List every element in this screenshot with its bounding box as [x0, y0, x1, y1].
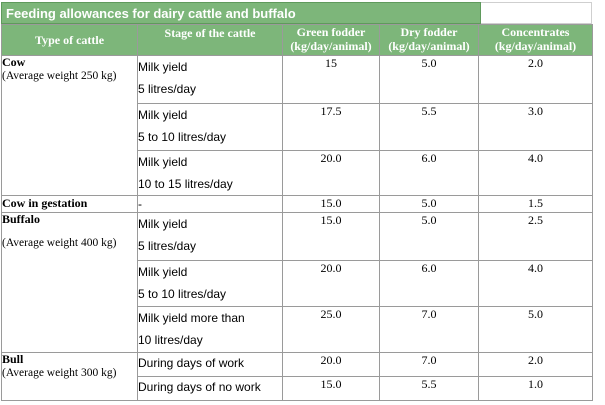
- green-fodder-cell: 15.0: [282, 195, 380, 213]
- concentrates-cell: 2.5: [478, 212, 593, 261]
- table-title: Feeding allowances for dairy cattle and …: [1, 2, 481, 24]
- table-row: Milk yield 10 to 15 litres/day 20.0 6.0 4…: [2, 150, 593, 196]
- stage-cell: Milk yield more than 10 litres/day: [137, 306, 283, 353]
- title-spacer-cell: [481, 2, 592, 24]
- green-fodder-cell: 20.0: [282, 150, 380, 196]
- dry-fodder-cell: 6.0: [379, 150, 479, 196]
- stage-cell: -: [137, 195, 283, 213]
- concentrates-cell: 2.0: [478, 55, 593, 104]
- type-cell-cow: Cow (Average weight 250 kg): [1, 55, 138, 196]
- table-row: During days of no work 15.0 5.5 1.0: [2, 376, 593, 401]
- green-fodder-cell: 20.0: [282, 260, 380, 307]
- concentrates-cell: 1.0: [478, 376, 593, 401]
- group-name-buffalo: Buffalo: [2, 212, 41, 226]
- dry-fodder-cell: 5.0: [379, 195, 479, 213]
- table-row: Milk yield 5 to 10 litres/day 20.0 6.0 4.…: [2, 260, 593, 307]
- table-row: Cow (Average weight 250 kg) Milk yield 5 …: [1, 55, 593, 196]
- table-row: Cow in gestation - 15.0 5.0 1.5: [1, 195, 593, 213]
- dry-fodder-cell: 7.0: [379, 306, 479, 353]
- group-weight-buffalo: (Average weight 400 kg): [2, 237, 117, 249]
- header-green-fodder: Green fodder (kg/day/animal): [282, 24, 380, 56]
- type-cell-gestation: Cow in gestation: [1, 195, 138, 213]
- concentrates-cell: 3.0: [478, 103, 593, 151]
- dry-fodder-cell: 6.0: [379, 260, 479, 307]
- type-cell-buffalo: Buffalo (Average weight 400 kg): [1, 212, 138, 353]
- green-fodder-cell: 15.0: [282, 376, 380, 401]
- stage-cell: During days of work: [137, 352, 283, 377]
- group-name-bull: Bull: [2, 352, 24, 366]
- dry-fodder-cell: 5.0: [379, 212, 479, 261]
- stage-cell: Milk yield 5 litres/day: [137, 55, 283, 104]
- concentrates-cell: 4.0: [478, 260, 593, 307]
- header-row: Type of cattle Stage of the cattle Green…: [1, 24, 593, 56]
- green-fodder-cell: 17.5: [282, 103, 380, 151]
- green-fodder-cell: 15.0: [282, 212, 380, 261]
- table-row: Buffalo (Average weight 400 kg) Milk yie…: [1, 212, 593, 353]
- dry-fodder-cell: 5.5: [379, 103, 479, 151]
- group-name-gestation: Cow in gestation: [2, 196, 88, 210]
- feeding-allowance-table: Type of cattle Stage of the cattle Green…: [1, 24, 593, 401]
- group-name-cow: Cow: [2, 55, 26, 69]
- green-fodder-cell: 15: [282, 55, 380, 104]
- concentrates-cell: 5.0: [478, 306, 593, 353]
- header-type-of-cattle: Type of cattle: [1, 24, 138, 56]
- group-weight-cow: (Average weight 250 kg): [2, 70, 117, 82]
- concentrates-cell: 4.0: [478, 150, 593, 196]
- header-stage: Stage of the cattle: [137, 24, 283, 56]
- stage-cell: Milk yield 10 to 15 litres/day: [137, 150, 283, 196]
- type-cell-bull: Bull (Average weight 300 kg): [1, 352, 138, 401]
- dry-fodder-cell: 7.0: [379, 352, 479, 377]
- green-fodder-cell: 25.0: [282, 306, 380, 353]
- header-concentrates: Concentrates (kg/day/animal): [478, 24, 593, 56]
- table-row: Bull (Average weight 300 kg) During days…: [1, 352, 593, 401]
- stage-cell: Milk yield 5 to 10 litres/day: [137, 260, 283, 307]
- concentrates-cell: 2.0: [478, 352, 593, 377]
- concentrates-cell: 1.5: [478, 195, 593, 213]
- stage-cell: Milk yield 5 to 10 litres/day: [137, 103, 283, 151]
- table-row: Milk yield more than 10 litres/day 25.0 7…: [2, 306, 593, 353]
- dry-fodder-cell: 5.0: [379, 55, 479, 104]
- table-row: Milk yield 5 to 10 litres/day 17.5 5.5 3.…: [2, 103, 593, 151]
- green-fodder-cell: 20.0: [282, 352, 380, 377]
- stage-cell: During days of no work: [137, 376, 283, 401]
- header-dry-fodder: Dry fodder (kg/day/animal): [379, 24, 479, 56]
- group-weight-bull: (Average weight 300 kg): [2, 367, 117, 379]
- dry-fodder-cell: 5.5: [379, 376, 479, 401]
- stage-cell: Milk yield 5 litres/day: [137, 212, 283, 261]
